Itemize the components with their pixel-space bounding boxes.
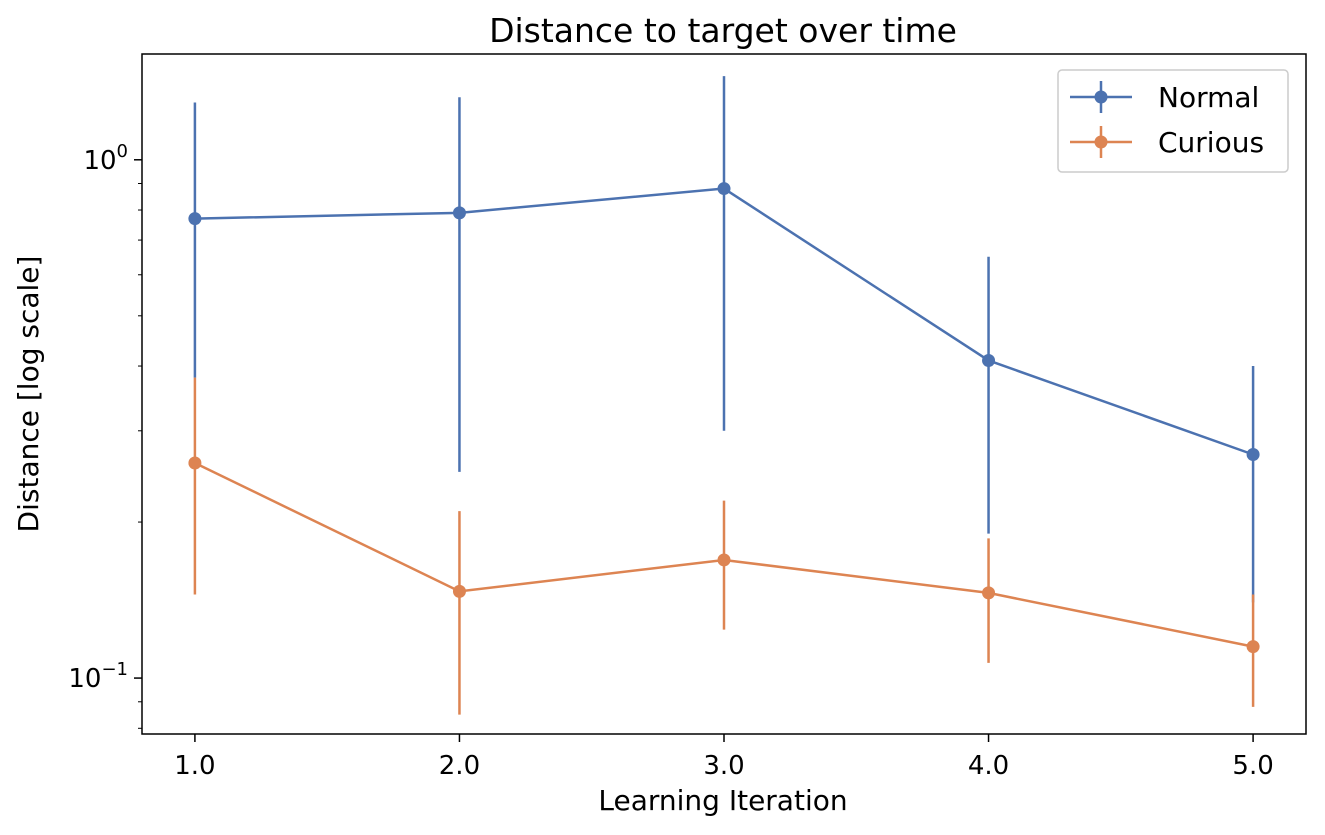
legend-marker-curious — [1094, 135, 1108, 149]
data-point-curious — [982, 586, 996, 600]
legend-box — [1057, 69, 1289, 173]
x-tick-label: 2.0 — [439, 751, 480, 781]
y-axis-ticks: 100 10−1 — [68, 141, 142, 729]
series-curious — [188, 377, 1260, 715]
data-point-normal — [452, 206, 466, 220]
x-axis-label: Learning Iteration — [598, 784, 847, 817]
legend-marker-normal — [1094, 90, 1108, 104]
data-point-normal — [717, 182, 731, 196]
series-normal — [188, 76, 1260, 603]
legend-label-curious: Curious — [1158, 126, 1264, 159]
legend: Normal Curious — [1057, 69, 1289, 173]
x-axis-ticks: 1.0 2.0 3.0 4.0 5.0 — [174, 734, 1274, 781]
data-point-normal — [982, 353, 996, 367]
series-layer — [188, 76, 1260, 715]
data-point-curious — [452, 584, 466, 598]
y-tick-label: 10−1 — [68, 659, 128, 694]
legend-label-normal: Normal — [1158, 81, 1259, 114]
data-point-curious — [717, 553, 731, 567]
data-point-normal — [1246, 448, 1260, 462]
chart-title: Distance to target over time — [489, 11, 957, 50]
x-tick-label: 3.0 — [703, 751, 744, 781]
x-tick-label: 1.0 — [174, 751, 215, 781]
y-axis-label: Distance [log scale] — [12, 256, 45, 533]
y-tick-label: 100 — [83, 141, 128, 176]
x-tick-label: 5.0 — [1232, 751, 1273, 781]
data-point-curious — [1246, 640, 1260, 654]
x-tick-label: 4.0 — [968, 751, 1009, 781]
data-point-curious — [188, 456, 202, 470]
data-point-normal — [188, 212, 202, 226]
